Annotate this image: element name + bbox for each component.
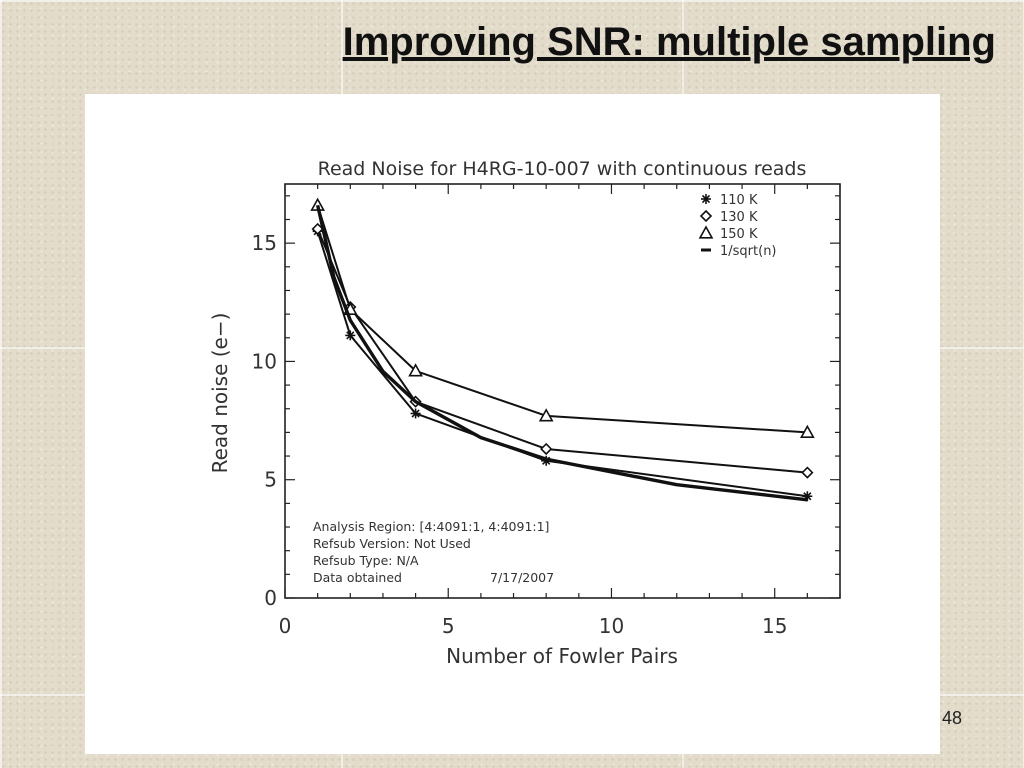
data-point (538, 408, 554, 422)
series-line (315, 204, 808, 502)
series-1-sqrt-n (315, 204, 808, 502)
legend-item: 110 K (701, 193, 758, 208)
data-point (540, 442, 553, 456)
page-number: 48 (942, 708, 963, 728)
legend-label: 110 K (720, 193, 758, 208)
triangle-shape (408, 363, 423, 377)
y-tick-label: 10 (252, 349, 277, 373)
legend-marker-icon (698, 225, 714, 239)
diamond-shape (540, 442, 553, 456)
y-tick-label: 5 (264, 468, 277, 492)
triangle-shape (799, 424, 815, 439)
x-axis-label: Number of Fowler Pairs (446, 644, 678, 668)
legend: 110 K 130 K 150 K 1/sqrt(n) (698, 193, 777, 259)
annotation-refsub-version: Refsub Version: Not Used (313, 536, 471, 551)
asterisk-stroke (411, 409, 420, 418)
legend-label: 150 K (720, 227, 758, 242)
legend-item: 1/sqrt(n) (701, 244, 777, 259)
asterisk-stroke (701, 194, 711, 204)
slide-title: Improving SNR: multiple sampling (342, 20, 996, 64)
legend-marker-icon (701, 194, 711, 204)
series-130-k (311, 222, 814, 479)
axis-ticks (284, 184, 841, 599)
asterisk-stroke (346, 331, 355, 340)
axes-frame (284, 183, 841, 599)
x-tick-label: 0 (279, 614, 292, 638)
legend-marker-icon (699, 209, 713, 223)
legend-label: 130 K (720, 210, 758, 225)
series-150-k (310, 197, 815, 439)
legend-item: 150 K (698, 225, 758, 242)
series-110-k (312, 226, 813, 502)
data-point (410, 408, 421, 419)
diamond-shape (699, 209, 713, 223)
analysis-annotations: Analysis Region: [4:4091:1, 4:4091:1] Re… (313, 519, 554, 585)
y-axis-label: Read noise (e−) (208, 313, 232, 474)
series-line (316, 231, 808, 498)
annotation-region: Analysis Region: [4:4091:1, 4:4091:1] (313, 519, 549, 534)
plot-frame (284, 183, 841, 599)
x-tick-label: 10 (599, 614, 624, 638)
triangle-shape (538, 408, 554, 422)
triangle-shape (698, 225, 714, 239)
legend-item: 130 K (699, 209, 758, 225)
data-point (408, 363, 423, 377)
annotation-date: 7/17/2007 (490, 570, 554, 585)
series-line (316, 228, 808, 474)
legend-label: 1/sqrt(n) (720, 244, 777, 259)
annotation-refsub-type: Refsub Type: N/A (313, 553, 419, 568)
chart-title: Read Noise for H4RG-10-007 with continuo… (318, 158, 807, 180)
x-tick-label: 5 (442, 614, 455, 638)
y-tick-label: 15 (252, 231, 277, 255)
diamond-shape (801, 466, 814, 479)
data-point (345, 330, 356, 341)
annotation-data-obtained: Data obtained (313, 570, 402, 585)
data-point (799, 424, 815, 439)
figure-panel (85, 94, 940, 754)
plot-series (310, 197, 815, 502)
data-point (801, 466, 814, 479)
x-tick-label: 15 (762, 614, 787, 638)
y-tick-label: 0 (264, 586, 277, 610)
tick-labels: 0 5 10 15 0 5 10 15 (252, 231, 788, 638)
